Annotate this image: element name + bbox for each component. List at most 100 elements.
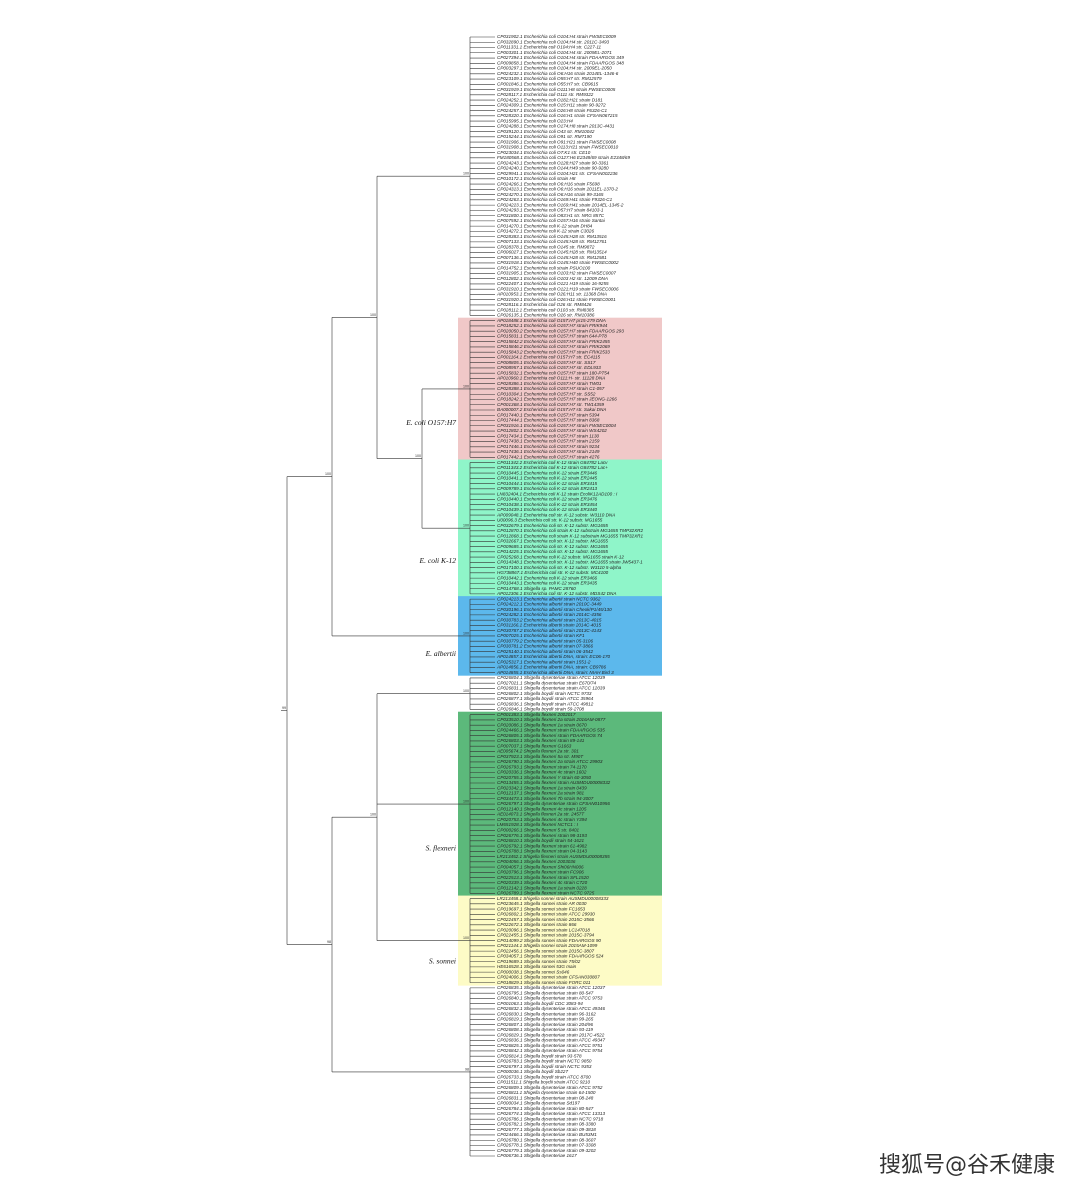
leaf-label: CP025268.1 Escherichia coli K-12 substr.… xyxy=(497,554,624,559)
leaf-label: CP006736.1 Shigella dysenteriae 1617 xyxy=(497,1153,577,1158)
leaf-label: CP001368.1 Escherichia coli O157:H7 str.… xyxy=(497,402,605,407)
leaf-label: CP024266.1 Escherichia coli O6:H16 strai… xyxy=(497,181,600,186)
leaf-label: CP022456.1 Shigella sonnei strain 2015C-… xyxy=(497,948,594,953)
leaf-label: CP000036.1 Shigella boydii Sb227 xyxy=(497,1069,568,1074)
leaf-label: CP026804.1 Shigella dysenteriae strain A… xyxy=(497,675,605,680)
clade-name: E. coli O157:H7 xyxy=(405,418,456,427)
leaf-label: CP022672.1 Shigella sonnei strain 866 xyxy=(497,922,577,927)
leaf-label: CP034473.1 Shigella flexneri 7b strain 9… xyxy=(497,796,594,801)
leaf-label: CP026802.1 Shigella boydii strain NCTC 9… xyxy=(497,691,592,696)
leaf-label: LM651928.1 Shigella flexneri NCTC1 : I xyxy=(497,822,579,827)
leaf-label: CP026774.1 Shigella dysenteriae strain A… xyxy=(497,1111,605,1116)
leaf-label: CP026780.1 Shigella dysenteriae strain 0… xyxy=(497,1137,596,1142)
leaf-label: CP026790.1 Shigella flexneri 2a strain A… xyxy=(497,759,603,764)
support-value: 100 xyxy=(370,313,376,317)
leaf-label: CP028320.1 Escherichia coli O16:H1 strai… xyxy=(497,113,618,118)
branches xyxy=(281,36,495,1157)
support-value: 100 xyxy=(463,800,469,804)
leaf-label: CP017446.1 Escherichia coli O157:H7 stra… xyxy=(497,444,600,449)
leaf-label: CP014752.1 Escherichia coli strain PSUO1… xyxy=(497,265,591,270)
leaf-label: CP014099.2 Shigella sonnei strain FDAARG… xyxy=(497,938,601,943)
leaf-label: CP026814.1 Shigella boydii strain 93-578 xyxy=(497,1053,582,1058)
leaf-label: CP031908.1 Escherichia coli O113:H21 str… xyxy=(497,145,619,150)
leaf-label: CP012802.1 Escherichia coli O157:H7 stra… xyxy=(497,428,607,433)
leaf-label: CP007037.1 Shigella flexneri G1663 xyxy=(497,743,572,748)
labels: CP031902.1 Escherichia coli O104:H4 stra… xyxy=(282,34,643,1158)
leaf-label: CP007136.1 Escherichia coli O145:H28 str… xyxy=(497,255,607,260)
support-value: 100 xyxy=(463,172,469,176)
leaf-label: CP012802.1 Escherichia coli O103 H2 str.… xyxy=(497,276,608,281)
leaf-label: CP003297.1 Escherichia coli O104:H4 str.… xyxy=(497,66,612,71)
leaf-label: CP010444.1 Escherichia coli K-12 strain … xyxy=(497,481,598,486)
leaf-label: CP010442.1 Escherichia coli K-12 strain … xyxy=(497,575,598,580)
leaf-label: CP026835.1 Shigella dysenteriae strain A… xyxy=(497,985,605,990)
leaf-label: CP012870.1 Escherichia coli strain K-12 … xyxy=(497,528,643,533)
leaf-label: CP024270.1 Escherichia coli O6:H16 strai… xyxy=(497,192,604,197)
leaf-label: CP009789.1 Escherichia coli K-12 strain … xyxy=(497,486,598,491)
leaf-label: AP014855.1 Escherichia albertii DNA, str… xyxy=(496,670,614,675)
leaf-label: CP010443.1 Escherichia coli K-12 strain … xyxy=(497,581,598,586)
clade-highlight xyxy=(458,459,662,597)
leaf-label: CP024212.1 Escherichia albertii strain 2… xyxy=(497,602,602,607)
leaf-label: CP023645.1 Shigella sonnei strain AR 003… xyxy=(497,901,587,906)
leaf-label: AP009048.1 Escherichia coli str. K-12 su… xyxy=(496,512,615,517)
leaf-label: AE014073.1 Shigella flexneri 2a str. 245… xyxy=(496,812,585,817)
leaf-label: CP025317.1 Escherichia albertii strain 1… xyxy=(497,659,591,664)
support-value: 100 xyxy=(370,813,376,817)
leaf-label: CP008805.1 Escherichia coli O157:H7 str.… xyxy=(497,360,596,365)
leaf-label: CP026797.1 Shigella boydii strain NCTC 9… xyxy=(497,1064,592,1069)
leaf-label: U00096.3 Escherichia coli str. K-12 subs… xyxy=(497,518,603,523)
leaf-label: CP026831.1 Shigella dysenteriae strain 0… xyxy=(497,1095,594,1100)
leaf-label: CP031919.1 Escherichia coli O111:H8 stra… xyxy=(497,87,616,92)
support-value: 98 xyxy=(327,940,331,944)
clade-name: S. sonnei xyxy=(429,956,456,965)
leaf-label: CP000266.1 Shigella flexneri 5 str. 8401 xyxy=(497,828,580,833)
leaf-label: CP027021.1 Shigella dysenteriae strain E… xyxy=(497,680,597,685)
leaf-label: CP026808.1 Shigella dysenteriae strain 9… xyxy=(497,1027,593,1032)
leaf-label: AP010960.1 Escherichia coli O111:H- str.… xyxy=(496,376,605,381)
leaf-label: CP018242.1 Escherichia coli O157:H7 stra… xyxy=(497,397,617,402)
leaf-label: CP017100.1 Escherichia coli str. K-12 su… xyxy=(497,565,622,570)
leaf-label: CP026777.1 Shigella dysenteriae strain 0… xyxy=(497,1127,596,1132)
leaf-label: AP012306.1 Escherichia coli str. K-12 su… xyxy=(496,591,616,596)
leaf-label: CP026135.1 Escherichia coli O26 str. RM1… xyxy=(497,313,595,318)
leaf-label: CP020339.1 Shigella flexneri 4c strain C… xyxy=(497,880,588,885)
leaf-label: CP024309.1 Escherichia coli O15:H11 stra… xyxy=(497,103,606,108)
leaf-label: CP024006.1 Shigella sonnei strain CFSAN0… xyxy=(497,975,600,980)
leaf-label: CP031920.1 Escherichia coli O26:H11 stra… xyxy=(497,297,616,302)
leaf-label: CP023034.1 Escherichia coli O7:K1 str. C… xyxy=(497,150,591,155)
leaf-label: CP026830.1 Shigella dysenteriae strain 9… xyxy=(497,1011,596,1016)
support-value: 100 xyxy=(463,631,469,635)
leaf-label: CP026836.1 Shigella boydii strain ATCC 4… xyxy=(497,701,594,706)
leaf-label: CP026733.1 Shigella boydii strain ATCC 8… xyxy=(497,1074,591,1079)
leaf-label: CP030779.2 Escherichia albertii strain 0… xyxy=(497,638,593,643)
leaf-label: CP019689.1 Shigella sonnei strain 75/02 xyxy=(497,959,581,964)
leaf-label: CP022455.1 Shigella sonnei strain 2015C-… xyxy=(497,933,594,938)
leaf-label: CP007133.1 Escherichia coli O145:H28 str… xyxy=(497,239,607,244)
leaf-label: CP037923.1 Shigella flexneri 5a str. M90… xyxy=(497,754,584,759)
leaf-label: CP032679.1 Escherichia coli str. K-12 su… xyxy=(497,523,608,528)
leaf-label: CP012142.1 Shigella flexneri 1a strain 0… xyxy=(497,885,587,890)
leaf-label: CP028386.1 Escherichia coli O157:H7 stra… xyxy=(497,381,602,386)
leaf-label: AP014856.1 Escherichia albertii DNA, str… xyxy=(496,665,606,670)
leaf-label: CP028116.1 Escherichia coli O26 str. RM8… xyxy=(497,302,592,307)
leaf-label: LN832404.1 Escherichia coli K-12 strain … xyxy=(497,491,618,496)
leaf-label: CP014272.1 Escherichia coli K-12 strain … xyxy=(497,229,594,234)
leaf-label: CP026840.1 Shigella dysenteriae strain A… xyxy=(497,996,603,1001)
leaf-label: CP000034.1 Shigella dysenteriae Sd197 xyxy=(497,1101,580,1106)
leaf-label: CP014270.1 Escherichia coli K-12 strain … xyxy=(497,223,593,228)
leaf-label: CP023109.1 Escherichia coli O55:H7 str. … xyxy=(497,76,602,81)
leaf-label: CP026782.1 Shigella dysenteriae strain 0… xyxy=(497,1122,596,1127)
leaf-label: LR213458.1 Shigella sonnei strain AUSMDU… xyxy=(497,896,609,901)
leaf-label: AP018488.1 Escherichia coli O157:H7 pr15… xyxy=(496,318,606,323)
leaf-label: CP026825.1 Shigella dysenteriae strain A… xyxy=(497,1043,603,1048)
leaf-label: CP026810.1 Shigella boydii strain 54-162… xyxy=(497,838,585,843)
leaf-label: CP014348.1 Escherichia coli str. K-12 su… xyxy=(497,560,643,565)
leaf-label: CP020096.1 Shigella sonnei strain LC1470… xyxy=(497,927,590,932)
support-value: 100 xyxy=(463,936,469,940)
support-value: 99 xyxy=(282,706,286,710)
leaf-label: CP001846.1 Escherichia coli O55:H7 str. … xyxy=(497,82,599,87)
leaf-label: CP022513.1 Shigella flexneri strain SFL1… xyxy=(497,875,589,880)
leaf-label: CP004057.1 Shigella flexneri Shi06HN006 xyxy=(497,864,584,869)
leaf-label: CP024223.1 Escherichia coli O169:H41 str… xyxy=(497,202,624,207)
